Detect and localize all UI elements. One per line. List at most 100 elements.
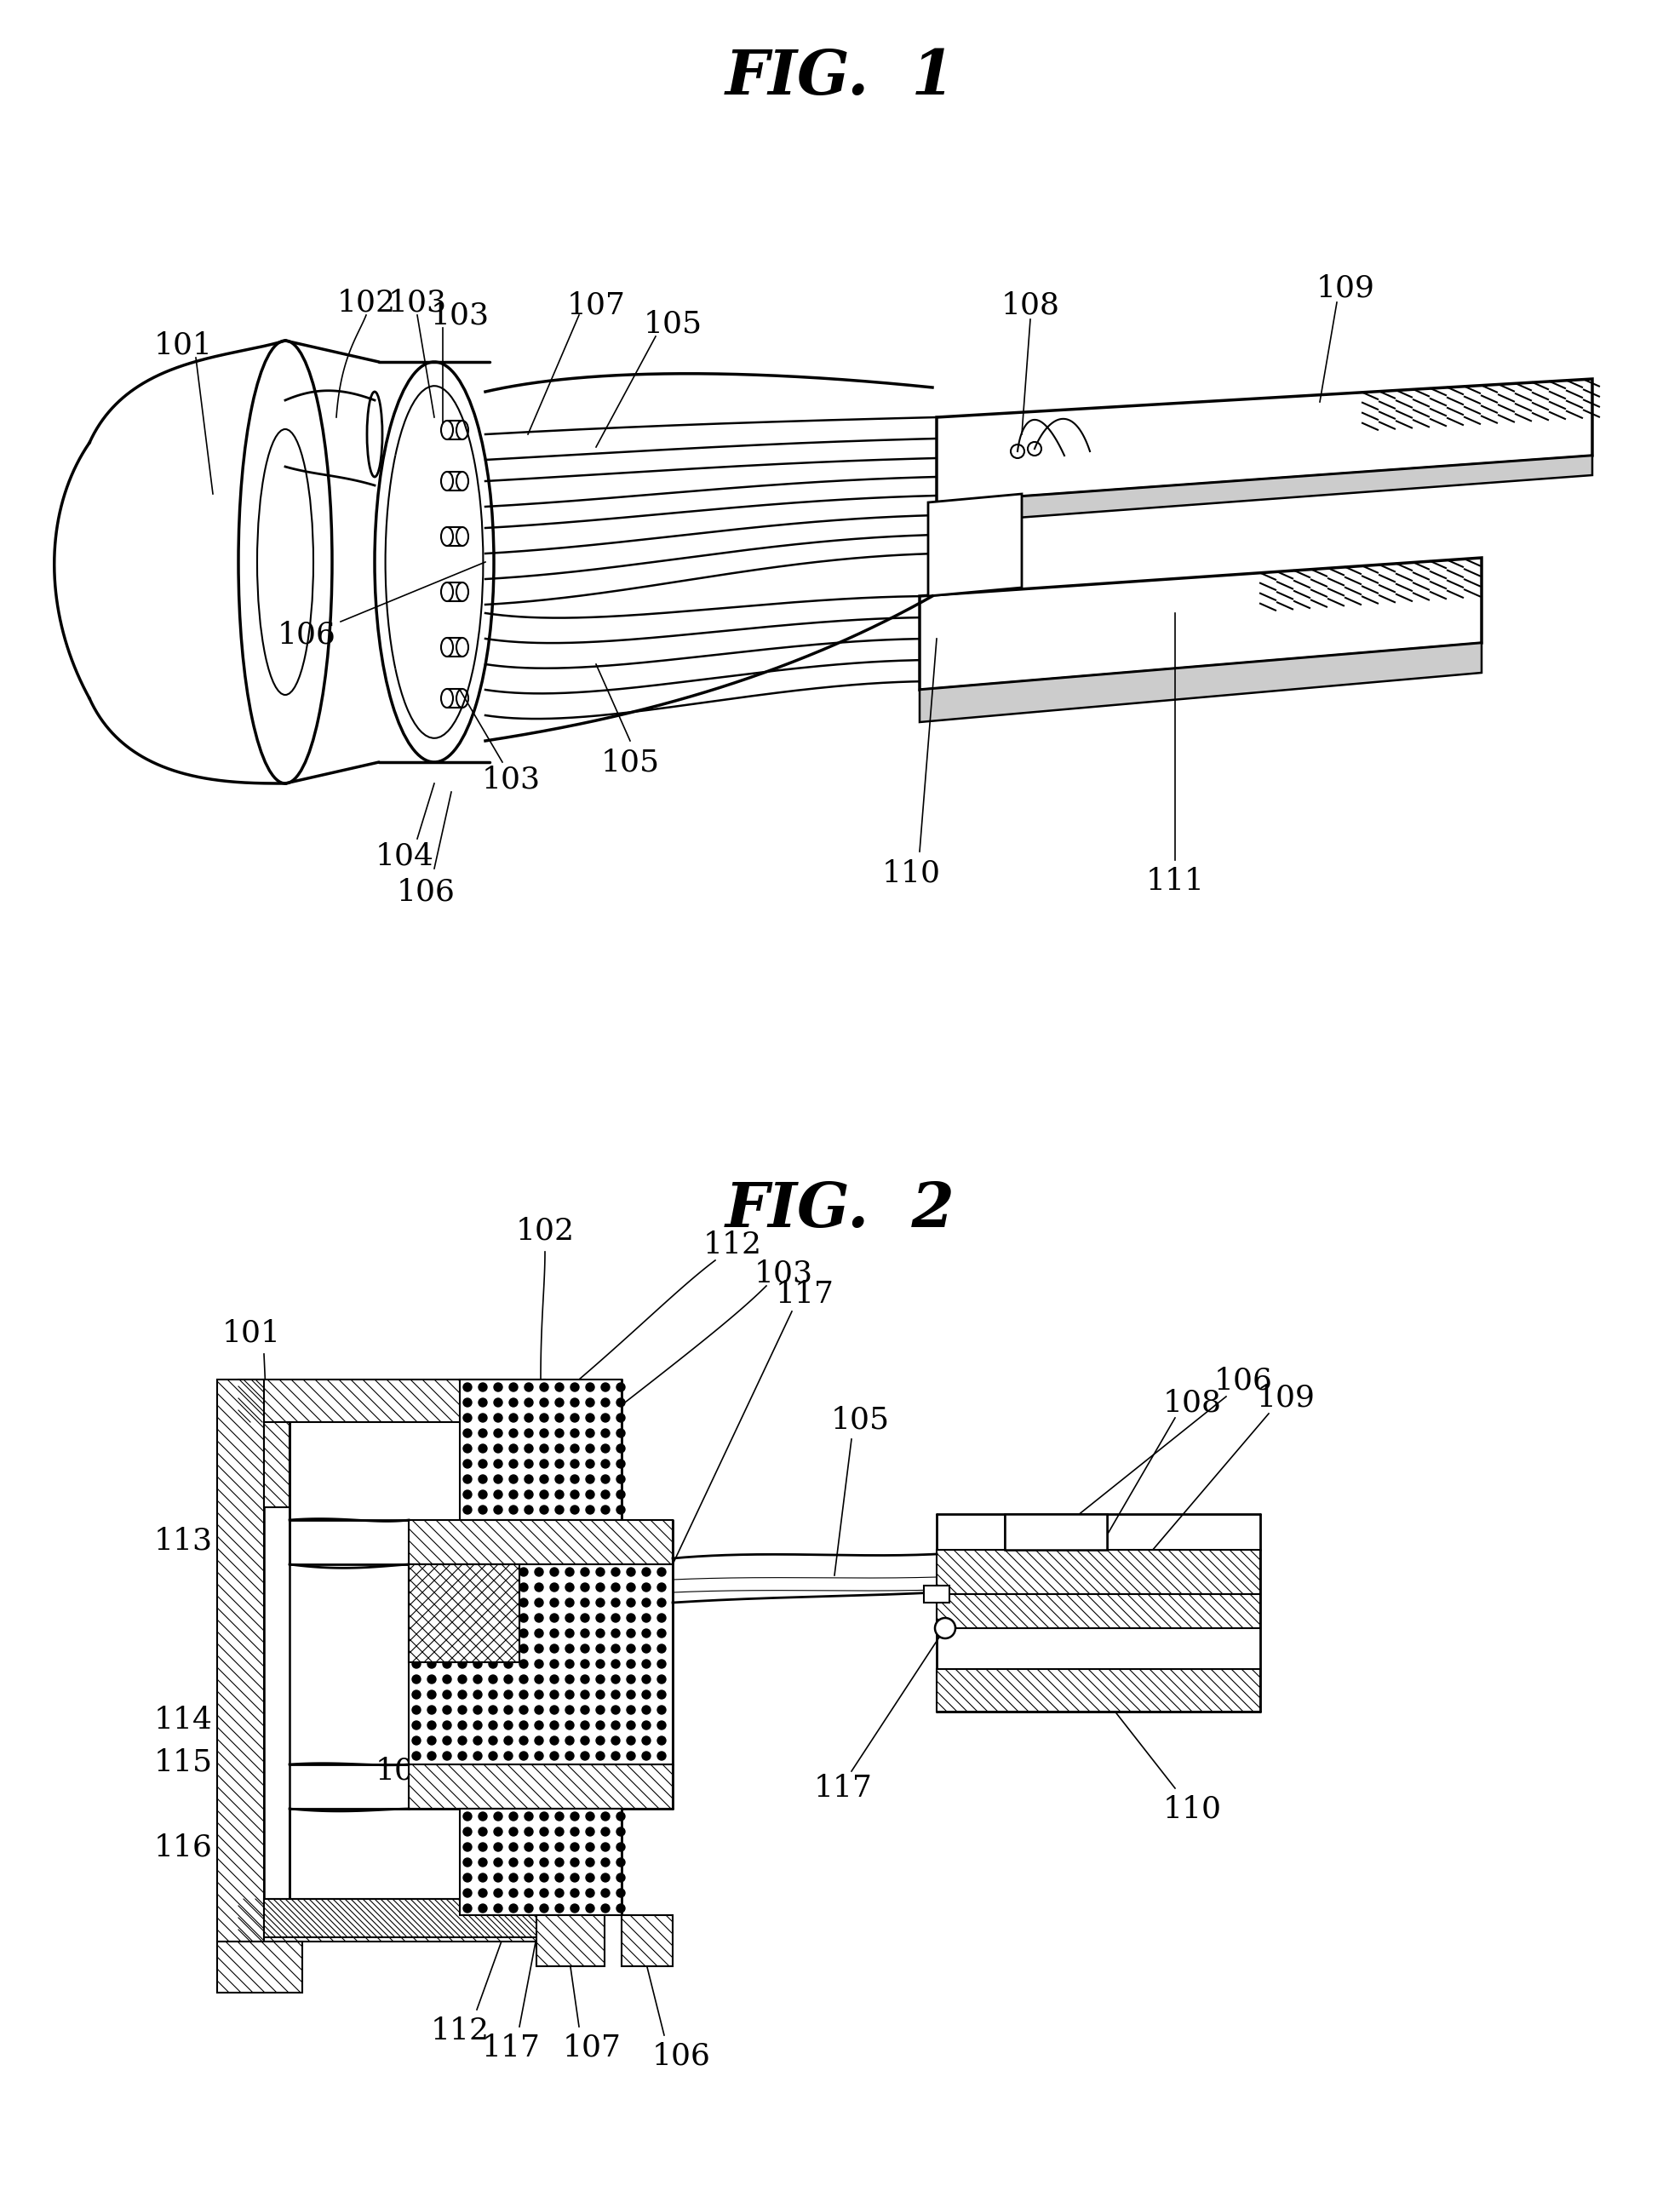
Circle shape xyxy=(489,1705,497,1714)
Circle shape xyxy=(612,1674,620,1683)
Ellipse shape xyxy=(440,527,454,545)
Circle shape xyxy=(554,1443,563,1452)
Circle shape xyxy=(524,1413,533,1421)
Text: 107: 107 xyxy=(563,2034,622,2063)
Circle shape xyxy=(494,1490,502,1498)
Circle shape xyxy=(412,1751,420,1760)
Text: 105: 105 xyxy=(643,310,702,338)
Circle shape xyxy=(564,1659,573,1668)
Circle shape xyxy=(489,1613,497,1621)
Circle shape xyxy=(474,1720,482,1729)
Circle shape xyxy=(509,1397,517,1406)
Ellipse shape xyxy=(440,582,454,602)
Circle shape xyxy=(586,1828,595,1837)
Circle shape xyxy=(657,1705,665,1714)
Circle shape xyxy=(539,1859,548,1867)
Circle shape xyxy=(509,1413,517,1421)
Text: 112: 112 xyxy=(430,2017,489,2045)
Circle shape xyxy=(617,1889,625,1898)
Circle shape xyxy=(580,1751,590,1760)
Circle shape xyxy=(580,1720,590,1729)
Circle shape xyxy=(596,1628,605,1637)
Circle shape xyxy=(504,1599,512,1606)
Circle shape xyxy=(554,1859,563,1867)
Circle shape xyxy=(934,1617,954,1639)
Circle shape xyxy=(601,1474,610,1483)
Polygon shape xyxy=(919,558,1480,690)
Circle shape xyxy=(479,1490,487,1498)
Circle shape xyxy=(459,1751,467,1760)
Circle shape xyxy=(539,1459,548,1468)
Circle shape xyxy=(509,1474,517,1483)
Circle shape xyxy=(539,1443,548,1452)
Circle shape xyxy=(580,1599,590,1606)
Circle shape xyxy=(549,1689,558,1698)
Circle shape xyxy=(489,1689,497,1698)
Circle shape xyxy=(617,1843,625,1852)
Circle shape xyxy=(509,1443,517,1452)
Text: 103: 103 xyxy=(754,1259,813,1287)
Circle shape xyxy=(570,1905,578,1914)
Circle shape xyxy=(489,1674,497,1683)
Circle shape xyxy=(509,1889,517,1898)
Circle shape xyxy=(586,1397,595,1406)
Bar xyxy=(217,1942,302,1993)
Circle shape xyxy=(489,1599,497,1606)
Circle shape xyxy=(580,1689,590,1698)
Circle shape xyxy=(427,1751,435,1760)
Circle shape xyxy=(539,1382,548,1391)
Circle shape xyxy=(459,1720,467,1729)
Circle shape xyxy=(657,1584,665,1591)
Circle shape xyxy=(554,1459,563,1468)
Circle shape xyxy=(494,1443,502,1452)
Circle shape xyxy=(617,1813,625,1821)
Circle shape xyxy=(524,1474,533,1483)
Text: 109: 109 xyxy=(1255,1384,1314,1413)
Circle shape xyxy=(549,1659,558,1668)
Text: 104: 104 xyxy=(375,1758,433,1786)
Circle shape xyxy=(442,1705,450,1714)
Circle shape xyxy=(570,1397,578,1406)
Circle shape xyxy=(442,1613,450,1621)
Circle shape xyxy=(489,1659,497,1668)
Circle shape xyxy=(519,1628,528,1637)
Circle shape xyxy=(479,1397,487,1406)
Circle shape xyxy=(504,1584,512,1591)
Circle shape xyxy=(612,1569,620,1575)
Circle shape xyxy=(570,1443,578,1452)
Circle shape xyxy=(601,1874,610,1883)
Circle shape xyxy=(509,1859,517,1867)
Text: 106: 106 xyxy=(1213,1367,1272,1395)
Circle shape xyxy=(642,1628,650,1637)
Bar xyxy=(239,1898,544,1942)
Bar xyxy=(239,1380,544,1421)
Circle shape xyxy=(442,1569,450,1575)
Circle shape xyxy=(554,1874,563,1883)
Circle shape xyxy=(549,1674,558,1683)
Circle shape xyxy=(580,1613,590,1621)
Circle shape xyxy=(554,1813,563,1821)
Circle shape xyxy=(494,1828,502,1837)
Circle shape xyxy=(627,1689,635,1698)
Bar xyxy=(408,1564,519,1663)
Ellipse shape xyxy=(440,472,454,490)
Text: 115: 115 xyxy=(153,1749,212,1777)
Circle shape xyxy=(586,1474,595,1483)
Circle shape xyxy=(534,1751,543,1760)
Circle shape xyxy=(474,1705,482,1714)
Text: 106: 106 xyxy=(277,620,336,648)
Text: 103: 103 xyxy=(480,765,539,793)
Circle shape xyxy=(617,1505,625,1514)
Circle shape xyxy=(601,1490,610,1498)
Bar xyxy=(408,1564,672,1764)
Circle shape xyxy=(617,1859,625,1867)
Text: 101: 101 xyxy=(222,1318,281,1347)
Circle shape xyxy=(524,1889,533,1898)
Circle shape xyxy=(509,1874,517,1883)
Circle shape xyxy=(464,1874,472,1883)
Circle shape xyxy=(657,1613,665,1621)
Circle shape xyxy=(459,1705,467,1714)
Circle shape xyxy=(564,1584,573,1591)
Circle shape xyxy=(442,1689,450,1698)
Polygon shape xyxy=(927,494,1021,595)
